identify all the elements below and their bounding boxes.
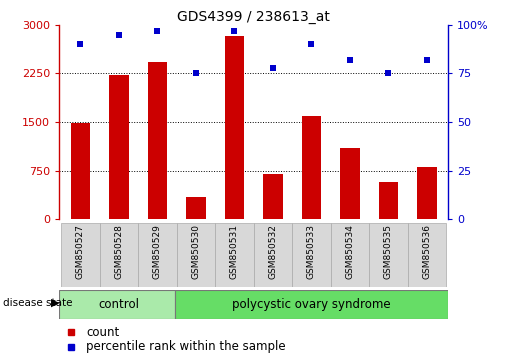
Text: GSM850535: GSM850535 xyxy=(384,224,393,279)
Bar xyxy=(61,223,99,287)
Text: polycystic ovary syndrome: polycystic ovary syndrome xyxy=(232,298,391,311)
Text: GSM850532: GSM850532 xyxy=(268,224,278,279)
Bar xyxy=(186,197,205,219)
Bar xyxy=(175,290,448,319)
Bar xyxy=(292,223,331,287)
Text: ▶: ▶ xyxy=(50,298,59,308)
Title: GDS4399 / 238613_at: GDS4399 / 238613_at xyxy=(177,10,330,24)
Bar xyxy=(71,124,90,219)
Point xyxy=(423,57,431,63)
Point xyxy=(115,32,123,37)
Point xyxy=(307,41,316,47)
Bar xyxy=(177,223,215,287)
Bar xyxy=(215,223,253,287)
Point xyxy=(153,28,162,33)
Point xyxy=(346,57,354,63)
Bar xyxy=(369,223,408,287)
Text: count: count xyxy=(87,326,119,339)
Point xyxy=(384,70,392,76)
Text: GSM850528: GSM850528 xyxy=(114,224,124,279)
Point xyxy=(192,70,200,76)
Text: GSM850529: GSM850529 xyxy=(153,224,162,279)
Bar xyxy=(253,223,292,287)
Text: GSM850530: GSM850530 xyxy=(192,224,200,279)
Point xyxy=(76,41,84,47)
Bar xyxy=(138,223,177,287)
Bar xyxy=(302,116,321,219)
Text: GSM850536: GSM850536 xyxy=(422,224,432,279)
Point xyxy=(269,65,277,70)
Point xyxy=(230,28,238,33)
Text: percentile rank within the sample: percentile rank within the sample xyxy=(87,341,286,354)
Bar xyxy=(331,223,369,287)
Bar xyxy=(225,36,244,219)
Text: GSM850531: GSM850531 xyxy=(230,224,239,279)
Text: control: control xyxy=(98,298,140,311)
Bar xyxy=(340,148,359,219)
Bar xyxy=(99,223,138,287)
Text: GSM850533: GSM850533 xyxy=(307,224,316,279)
Bar xyxy=(59,290,175,319)
Bar xyxy=(417,167,437,219)
Text: disease state: disease state xyxy=(3,298,72,308)
Bar xyxy=(263,174,283,219)
Text: GSM850534: GSM850534 xyxy=(346,224,354,279)
Bar xyxy=(109,75,129,219)
Bar xyxy=(408,223,446,287)
Bar xyxy=(379,182,398,219)
Text: GSM850527: GSM850527 xyxy=(76,224,85,279)
Bar xyxy=(148,62,167,219)
